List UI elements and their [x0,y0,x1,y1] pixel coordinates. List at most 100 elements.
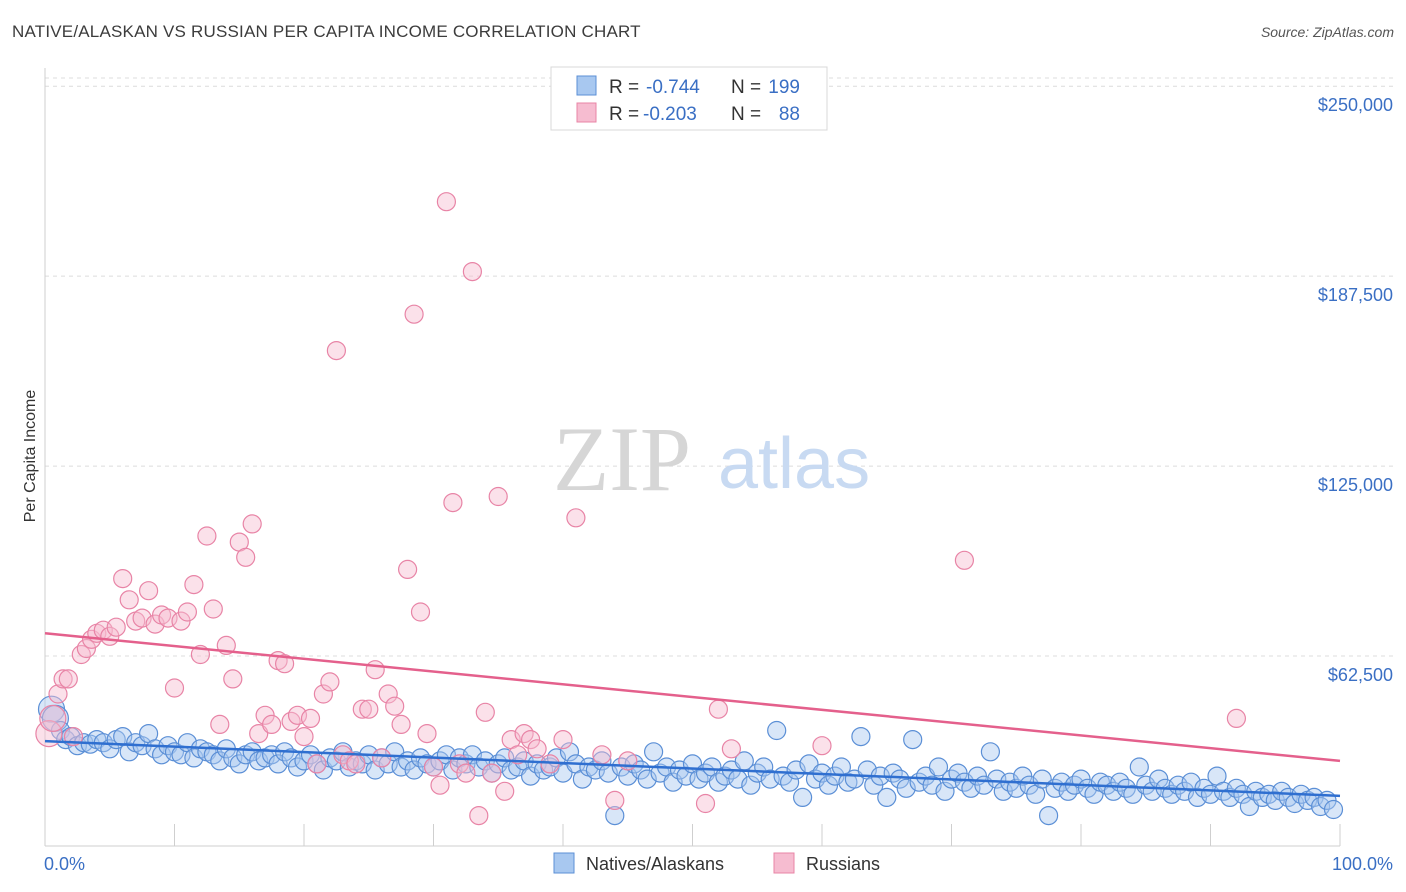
point-natives [1038,805,1059,826]
point-russians [53,669,73,689]
chart-title: NATIVE/ALASKAN VS RUSSIAN PER CAPITA INC… [12,22,641,41]
watermark-atlas: atlas [718,424,870,504]
point-russians [300,708,321,729]
point-natives [928,757,949,777]
point-russians [76,638,97,659]
point-russians [527,739,547,759]
stats-r-value-natives: -0.744 [646,77,700,98]
point-russians [326,341,346,361]
point-natives [792,787,813,808]
point-russians [39,704,67,733]
point-russians [553,729,573,750]
grid-lines [45,77,1395,657]
x-tick-label-min: 0.0% [44,854,85,874]
point-russians [404,304,424,324]
point-russians [177,602,197,622]
y-tick-label: $250,000 [1318,95,1393,115]
point-russians [812,736,832,756]
point-natives [741,775,761,795]
point-natives [559,742,580,762]
point-russians [119,590,139,610]
stats-legend-swatch-russians [576,102,597,123]
stats-r-value-russians: -0.203 [643,104,697,125]
point-natives [56,729,76,750]
trend-line-natives [44,739,1341,798]
point-russians [436,192,456,212]
point-russians [566,508,586,528]
point-russians [203,599,223,619]
y-tick-label: $187,500 [1318,285,1393,305]
y-tick-label: $125,000 [1318,475,1393,495]
point-russians [378,684,398,704]
point-russians [352,699,372,719]
watermark: ZIP atlas [553,408,870,510]
legend-swatch-natives [553,852,575,874]
point-russians [417,723,437,744]
x-ticks [44,824,1341,846]
stats-r-label-natives: R = [609,77,639,98]
point-russians [430,775,450,795]
point-russians [954,550,975,570]
point-natives [1129,757,1149,777]
trend-line-russians [44,632,1341,763]
point-russians [236,547,256,567]
point-russians [721,739,742,759]
trend-lines [44,632,1341,798]
stats-legend-swatch-natives [576,75,597,96]
legend-label-natives: Natives/Alaskans [586,854,724,874]
point-natives [935,781,955,801]
point-russians [423,757,444,777]
watermark-zip: ZIP [553,408,691,510]
point-russians [113,568,133,589]
point-russians [365,660,385,680]
point-natives [877,787,897,808]
point-russians [708,699,729,719]
point-russians [307,754,327,774]
x-tick-label-max: 100.0% [1332,854,1393,874]
point-russians [475,702,495,722]
point-russians [262,714,282,735]
point-russians [1226,708,1247,729]
point-russians [410,602,431,622]
point-russians [106,617,126,637]
point-russians [242,514,262,534]
point-russians [495,781,515,801]
point-russians [71,644,91,665]
y-tick-labels: $62,500 $125,000 $187,500 $250,000 [1318,95,1393,685]
point-natives [1123,784,1143,804]
y-tick-label: $62,500 [1328,665,1393,685]
point-russians [443,493,463,513]
point-russians [385,696,405,716]
point-natives [903,729,923,750]
stats-r-label-russians: R = [609,104,639,125]
stats-legend-box [550,66,828,131]
point-russians [488,486,508,507]
point-russians [462,262,482,282]
point-russians [469,805,489,826]
point-russians [249,723,269,744]
point-natives [643,742,664,762]
stats-n-value-russians: 88 [779,104,800,125]
point-russians [197,526,217,546]
point-russians [372,748,392,768]
point-russians [482,763,502,783]
point-russians [456,763,476,783]
stats-legend: R = -0.744 N = 199 R = -0.203 N = 88 [550,66,828,131]
point-natives [572,769,593,789]
point-russians [398,559,418,580]
point-russians [164,678,185,698]
point-russians [391,714,411,735]
point-russians [210,714,230,735]
point-russians [695,793,716,814]
point-russians [58,669,78,689]
chart-source: Source: ZipAtlas.com [1260,24,1394,40]
point-russians [313,684,333,704]
axes [44,68,1340,847]
bottom-legend: Natives/Alaskans Russians [553,852,880,874]
point-russians [294,726,314,747]
point-russians [223,669,243,689]
point-natives [1323,799,1344,820]
point-natives [767,720,787,741]
point-russians [320,672,340,692]
